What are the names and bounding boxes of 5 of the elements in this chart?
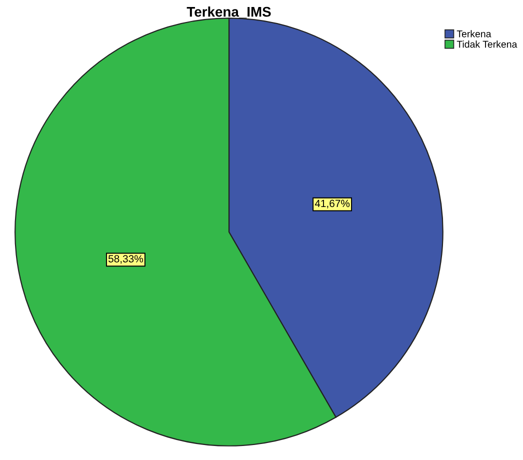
chart-title: Terkena_IMS (186, 6, 271, 18)
legend-label: Tidak Terkena (456, 40, 518, 48)
data-label: 58,33% (108, 255, 144, 264)
data-label: 41,67% (314, 200, 350, 208)
legend-label: Terkena (456, 30, 492, 38)
